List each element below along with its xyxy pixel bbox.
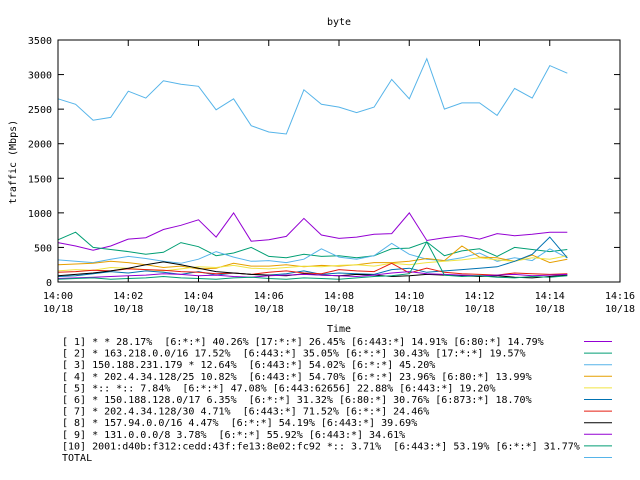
legend-label: [ 7] * 202.4.34.128/30 4.71% [6:443:*] 7…: [62, 407, 429, 418]
legend: [ 1] * * 28.17% [6:*:*] 40.26% [17:*:*] …: [62, 337, 612, 464]
x-tick-date: 10/18: [394, 304, 424, 315]
series-line-11: [57, 57, 568, 135]
legend-label: [ 3] 150.188.231.179 * 12.64% [6:443:*] …: [62, 360, 435, 371]
x-tick-date: 10/18: [324, 304, 354, 315]
x-tick-date: 10/18: [43, 304, 73, 315]
x-tick-date: 10/18: [605, 304, 635, 315]
legend-label: [ 4] * 202.4.34.128/25 10.82% [6:443:*] …: [62, 372, 532, 383]
x-tick-date: 10/18: [183, 304, 213, 315]
x-tick-date: 10/18: [254, 304, 284, 315]
y-tick-label: 1500: [28, 174, 52, 185]
series-line-6: [57, 236, 568, 277]
x-tick-date: 10/18: [113, 304, 143, 315]
y-axis-label: traffic (Mbps): [8, 120, 19, 204]
y-tick-label: 3000: [28, 71, 52, 82]
legend-label: [ 5] *:: *:: 7.84% [6:*:*] 47.08% [6:443…: [62, 383, 495, 394]
legend-label: [10] 2001:d40b:f312:cedd:43f:fe13:8e02:f…: [62, 441, 580, 452]
legend-label: [ 1] * * 28.17% [6:*:*] 40.26% [17:*:*] …: [62, 337, 544, 348]
x-axis-label: Time: [327, 324, 351, 335]
legend-label: [ 9] * 131.0.0.0/8 3.78% [6:*:*] 55.92% …: [62, 430, 405, 441]
y-tick-label: 0: [46, 278, 52, 289]
x-tick-label: 14:04: [183, 291, 213, 302]
y-tick-label: 500: [34, 243, 52, 254]
legend-label: TOTAL: [62, 453, 92, 464]
series-line-1: [57, 212, 568, 251]
x-tick-label: 14:02: [113, 291, 143, 302]
x-tick-label: 14:00: [43, 291, 73, 302]
series-line-2: [57, 231, 568, 259]
plot-frame: [57, 39, 621, 283]
legend-label: [ 8] * 157.94.0.0/16 4.47% [6:*:*] 54.19…: [62, 418, 417, 429]
legend-label: [ 6] * 150.188.128.0/17 6.35% [6:*:*] 31…: [62, 395, 532, 406]
y-tick-label: 2500: [28, 105, 52, 116]
x-tick-date: 10/18: [535, 304, 565, 315]
legend-label: [ 2] * 163.218.0.0/16 17.52% [6:443:*] 3…: [62, 349, 526, 360]
x-tick-label: 14:16: [605, 291, 635, 302]
series-line-10: [57, 240, 568, 280]
x-tick-label: 14:10: [394, 291, 424, 302]
series-line-3: [57, 242, 568, 264]
chart-title: byte: [327, 17, 351, 28]
x-tick-date: 10/18: [464, 304, 494, 315]
x-tick-label: 14:12: [464, 291, 494, 302]
axes: 0 500 1000 1500 2000 2500 3000 3500 14:00 10/18 14…: [28, 36, 635, 315]
y-tick-label: 1000: [28, 209, 52, 220]
x-tick-label: 14:06: [254, 291, 284, 302]
x-tick-label: 14:08: [324, 291, 354, 302]
series-line-7: [57, 262, 568, 276]
y-tick-label: 2000: [28, 140, 52, 151]
y-tick-label: 3500: [28, 36, 52, 47]
x-tick-label: 14:14: [535, 291, 565, 302]
plot-lines: [57, 57, 568, 280]
